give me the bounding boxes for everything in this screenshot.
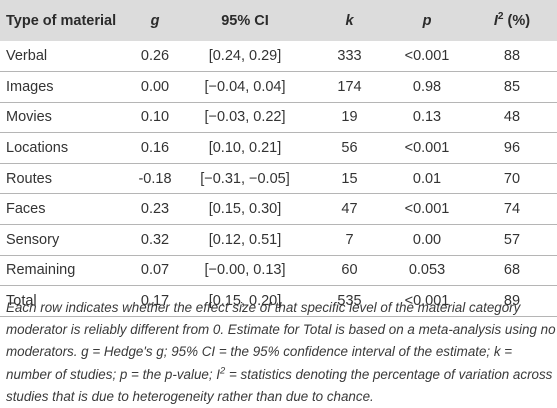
cell-g: 0.10 [140, 109, 170, 126]
cell-material: Images [6, 78, 54, 95]
cell-g: 0.00 [140, 78, 170, 95]
cell-k: 60 [341, 262, 358, 279]
header-i2-superscript: 2 [497, 10, 504, 22]
cell-k: 174 [337, 78, 362, 95]
cell-ci: [0.15, 0.20] [208, 293, 282, 310]
cell-i2: 68 [503, 262, 521, 279]
table-body: Verbal 0.26 [0.24, 0.29] 333 <0.001 88 I… [0, 41, 557, 317]
cell-g: 0.26 [140, 48, 170, 65]
header-i2: I2 (%) [467, 0, 557, 41]
cell-k: 535 [337, 293, 362, 310]
cell-k: 19 [341, 109, 358, 126]
cell-i2: 89 [503, 293, 521, 310]
table-row: Remaining 0.07 [−0.00, 0.13] 60 0.053 68 [0, 255, 557, 286]
cell-material: Faces [6, 201, 46, 218]
cell-ci: [0.24, 0.29] [208, 48, 282, 65]
table-row: Sensory 0.32 [0.12, 0.51] 7 0.00 57 [0, 225, 557, 256]
header-material: Type of material [6, 12, 117, 29]
cell-p: 0.01 [412, 170, 442, 187]
cell-k: 56 [341, 140, 358, 157]
cell-ci: [0.12, 0.51] [208, 231, 282, 248]
cell-p: 0.13 [412, 109, 442, 126]
cell-k: 15 [341, 170, 358, 187]
header-k: k [345, 12, 354, 29]
table-row: Verbal 0.26 [0.24, 0.29] 333 <0.001 88 [0, 41, 557, 72]
table-row: Images 0.00 [−0.04, 0.04] 174 0.98 85 [0, 72, 557, 103]
cell-i2: 57 [503, 231, 521, 248]
cell-ci: [0.15, 0.30] [208, 201, 282, 218]
cell-material: Routes [6, 170, 52, 187]
table-footnote: Each row indicates whether the effect si… [0, 297, 557, 408]
cell-g: 0.07 [140, 262, 170, 279]
header-i2-unit: (%) [503, 12, 531, 29]
cell-material: Remaining [6, 262, 76, 279]
cell-material: Locations [6, 140, 69, 157]
cell-k: 333 [337, 48, 362, 65]
cell-ci: [−0.31, −0.05] [200, 170, 290, 187]
cell-g: 0.32 [140, 231, 170, 248]
cell-i2: 70 [503, 170, 521, 187]
cell-g: -0.18 [138, 170, 172, 187]
footnote-text-end: = statistics denoting the percentage of … [6, 366, 553, 404]
header-ci: 95% CI [221, 12, 269, 29]
cell-p: 0.053 [408, 262, 446, 279]
cell-k: 7 [345, 231, 354, 248]
table-row: Locations 0.16 [0.10, 0.21] 56 <0.001 96 [0, 133, 557, 164]
header-p: p [422, 12, 432, 29]
cell-p: <0.001 [404, 293, 450, 310]
cell-ci: [−0.00, 0.13] [204, 262, 286, 279]
cell-p: <0.001 [404, 201, 450, 218]
cell-material: Movies [6, 109, 52, 126]
footnote-text: Each row indicates whether the effect si… [6, 300, 556, 382]
header-row: Type of material g 95% CI k p I2 (%) [0, 0, 557, 41]
cell-p: 0.00 [412, 231, 442, 248]
cell-material: Verbal [6, 48, 48, 65]
table-row: Faces 0.23 [0.15, 0.30] 47 <0.001 74 [0, 194, 557, 225]
cell-g: 0.17 [140, 293, 170, 310]
header-g: g [150, 12, 160, 29]
cell-i2: 48 [503, 109, 521, 126]
cell-p: <0.001 [404, 140, 450, 157]
cell-ci: [0.10, 0.21] [208, 140, 282, 157]
cell-i2: 88 [503, 48, 521, 65]
cell-i2: 85 [503, 78, 521, 95]
cell-g: 0.23 [140, 201, 170, 218]
cell-k: 47 [341, 201, 358, 218]
cell-material: Sensory [6, 231, 60, 248]
header-i2-symbol: I [493, 12, 498, 29]
table-row: Movies 0.10 [−0.03, 0.22] 19 0.13 48 [0, 102, 557, 133]
cell-i2: 74 [503, 201, 521, 218]
cell-g: 0.16 [140, 140, 170, 157]
cell-ci: [−0.04, 0.04] [204, 78, 286, 95]
results-table: Type of material g 95% CI k p I2 (%) Ver… [0, 0, 557, 317]
table-row: Total 0.17 [0.15, 0.20] 535 <0.001 89 [0, 286, 557, 317]
cell-p: <0.001 [404, 48, 450, 65]
table-row: Routes -0.18 [−0.31, −0.05] 15 0.01 70 [0, 163, 557, 194]
cell-p: 0.98 [412, 78, 442, 95]
cell-material: Total [6, 293, 37, 310]
cell-ci: [−0.03, 0.22] [204, 109, 286, 126]
footnote-superscript: 2 [220, 365, 226, 376]
cell-i2: 96 [503, 140, 521, 157]
